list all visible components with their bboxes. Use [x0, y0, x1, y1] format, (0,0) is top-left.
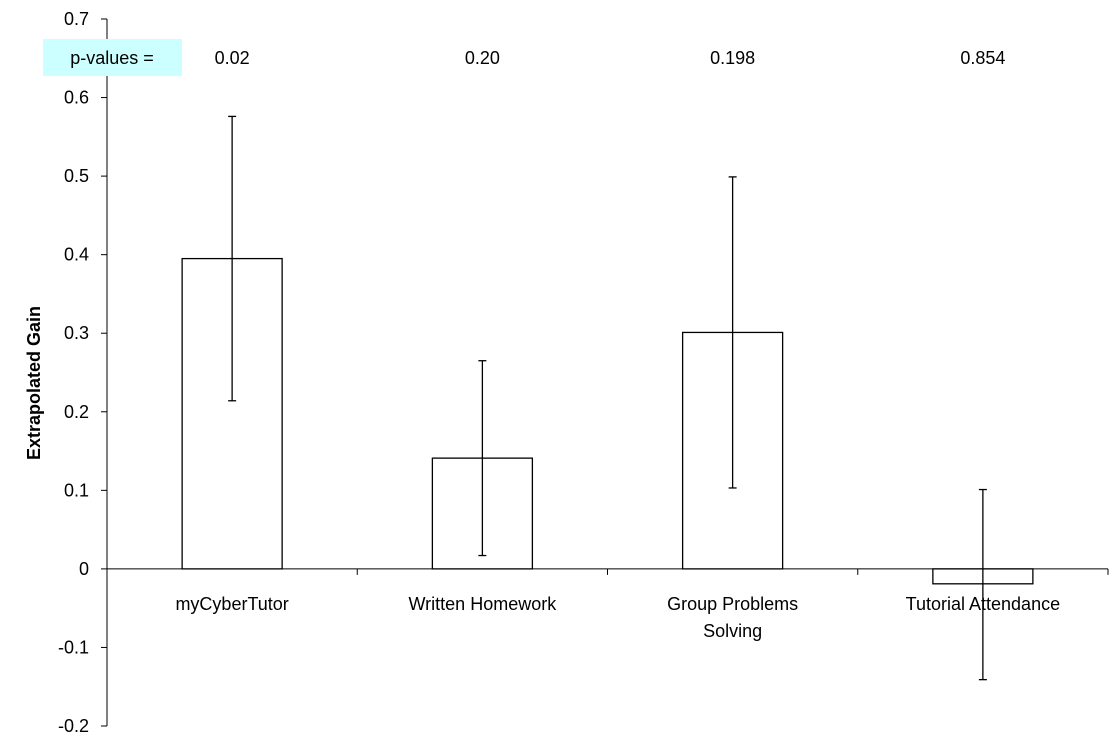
y-tick-label: 0.7: [64, 9, 89, 29]
y-tick-label: 0.2: [64, 402, 89, 422]
y-tick-label: -0.2: [58, 716, 89, 736]
x-category-label: Written Homework: [409, 594, 558, 614]
y-tick-label: 0: [79, 559, 89, 579]
y-tick-label: 0.1: [64, 480, 89, 500]
x-category-label: Group Problems: [667, 594, 798, 614]
x-category-label: Solving: [703, 621, 762, 641]
pvalue: 0.198: [710, 48, 755, 68]
plot-area: 0.7 0.6 0.5 0.4 0.3 0.2 0.1 0 -0.1 -0.2 myCyberTut…: [58, 9, 1109, 736]
pvalue: 0.854: [960, 48, 1005, 68]
x-category-label: Tutorial Attendance: [906, 594, 1060, 614]
pvalue: 0.20: [465, 48, 500, 68]
pvalue-label: p-values =: [70, 48, 154, 68]
y-tick-label: 0.6: [64, 88, 89, 108]
y-tick-label: 0.5: [64, 166, 89, 186]
x-category-label: myCyberTutor: [175, 594, 288, 614]
y-tick-label: 0.4: [64, 245, 89, 265]
pvalue-label-box: [43, 39, 182, 76]
y-tick-label: 0.3: [64, 323, 89, 343]
y-axis-title: Extrapolated Gain: [24, 306, 44, 460]
y-tick-label: -0.1: [58, 637, 89, 657]
pvalue: 0.02: [215, 48, 250, 68]
